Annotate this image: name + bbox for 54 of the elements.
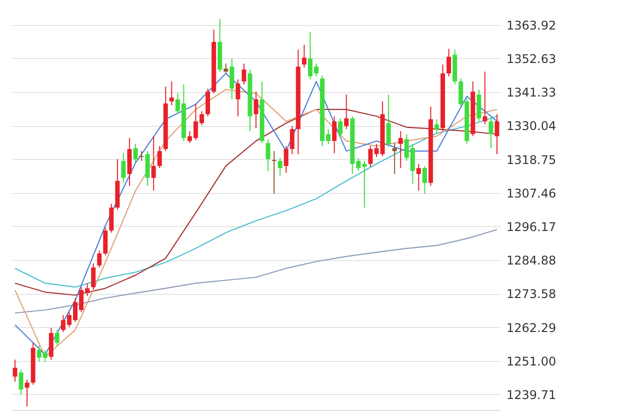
candlestick — [24, 379, 30, 407]
candlestick — [133, 143, 138, 164]
candlestick — [272, 150, 276, 194]
y-tick-label: 1251.00 — [506, 354, 556, 368]
candlestick — [121, 152, 126, 184]
candlestick — [157, 146, 162, 169]
candlestick — [54, 329, 60, 346]
candlestick — [230, 58, 234, 100]
candlestick — [139, 150, 144, 162]
y-tick-label: 1284.88 — [506, 254, 556, 268]
candlestick — [338, 118, 343, 138]
candlestick — [332, 116, 337, 154]
candlestick — [482, 71, 488, 125]
y-tick-label: 1341.33 — [506, 86, 556, 100]
candlestick — [48, 327, 54, 360]
candlestick — [236, 78, 240, 117]
y-tick-label: 1273.58 — [506, 287, 556, 302]
candlestick — [97, 250, 102, 268]
candlestick — [266, 138, 270, 172]
candlestick — [109, 203, 114, 234]
candlestick — [416, 163, 421, 192]
candlestick — [494, 114, 500, 155]
candlestick — [290, 126, 294, 155]
y-tick-label: 1307.46 — [506, 186, 556, 200]
candlestick — [103, 227, 108, 256]
y-tick-label: 1363.92 — [506, 18, 556, 32]
candlestick — [344, 94, 349, 130]
candlestick — [224, 63, 228, 74]
candlestick — [488, 118, 494, 149]
y-tick-label: 1239.71 — [506, 388, 556, 402]
candlestick — [151, 136, 156, 192]
candlestick — [422, 165, 427, 194]
candlestick — [278, 157, 282, 176]
candlestick — [302, 44, 306, 68]
candlestick — [392, 142, 397, 175]
candlestick — [476, 88, 482, 122]
candlestick — [169, 80, 174, 106]
candlestick — [12, 359, 18, 382]
candlestick — [145, 150, 150, 186]
candlestick — [254, 91, 258, 129]
y-tick-label: 1262.29 — [506, 320, 556, 335]
candlestick — [284, 146, 288, 174]
candlestick — [206, 88, 210, 117]
candlestick — [398, 130, 403, 169]
y-tick-label: 1296.17 — [506, 220, 556, 234]
candlestick — [434, 118, 439, 134]
candlestick — [446, 48, 452, 77]
candlestick — [18, 369, 24, 396]
y-tick-label: 1352.63 — [506, 52, 556, 66]
y-tick-label: 1318.75 — [506, 152, 556, 167]
candlestick — [91, 262, 96, 290]
y-tick-label: 1330.04 — [506, 119, 556, 134]
candlestick — [242, 63, 246, 85]
candlestick — [386, 94, 391, 148]
